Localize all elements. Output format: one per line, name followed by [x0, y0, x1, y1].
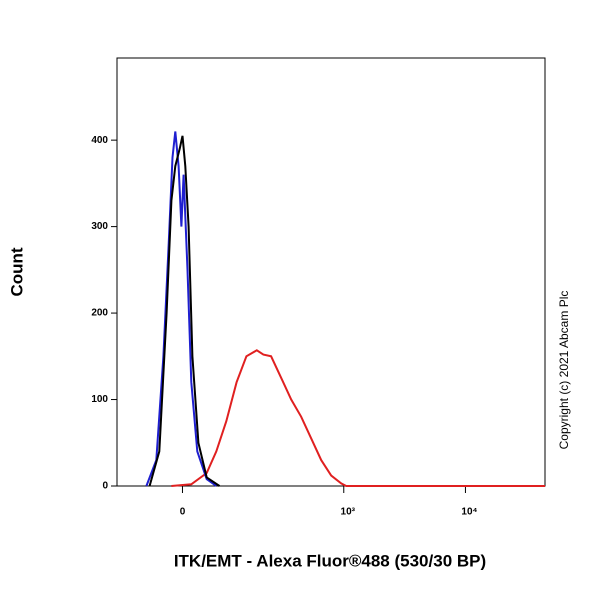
- y-tick-label: 400: [91, 135, 108, 146]
- y-tick-label: 0: [102, 481, 108, 492]
- y-tick-label: 100: [91, 394, 108, 405]
- x-tick-label: 0: [180, 507, 186, 518]
- histogram-line: [171, 349, 545, 487]
- histogram-line: [145, 131, 217, 487]
- copyright: Copyright (c) 2021 Abcam Plc: [557, 291, 571, 450]
- x-axis-label: ITK/EMT - Alexa Fluor®488 (530/30 BP): [174, 551, 486, 570]
- x-tick-label: 10³: [341, 507, 356, 518]
- plot-frame: [116, 57, 546, 487]
- x-tick-label: 10⁴: [461, 507, 477, 518]
- histogram-line: [148, 135, 221, 487]
- y-axis-label: Count: [7, 247, 26, 296]
- y-tick-label: 300: [91, 221, 108, 232]
- y-tick-label: 200: [91, 308, 108, 319]
